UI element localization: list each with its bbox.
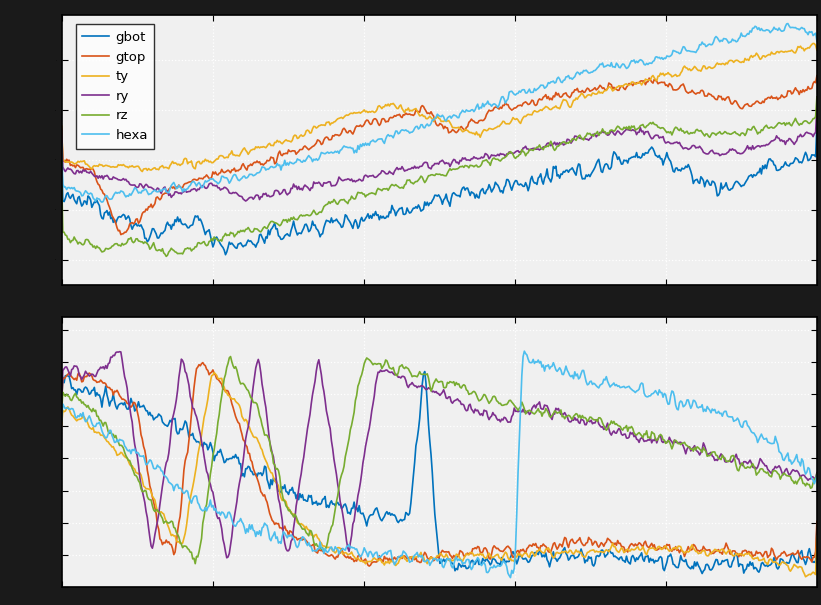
hexa	[812, 38, 821, 45]
ty	[808, 40, 818, 47]
ry	[252, 191, 262, 198]
gtop	[116, 231, 126, 238]
Line: gtop: gtop	[62, 76, 817, 235]
rz	[400, 182, 410, 189]
hexa	[191, 182, 201, 189]
Line: gbot: gbot	[62, 125, 817, 255]
ry	[57, 126, 67, 133]
hexa	[783, 20, 793, 27]
hexa	[97, 198, 107, 206]
rz	[562, 139, 572, 146]
ry	[562, 136, 572, 143]
hexa	[400, 127, 410, 134]
gbot	[400, 211, 410, 218]
gbot	[190, 212, 200, 220]
ty	[812, 47, 821, 54]
Line: ry: ry	[62, 106, 817, 201]
Legend: gbot, gtop, ty, ry, rz, hexa: gbot, gtop, ty, ry, rz, hexa	[76, 24, 154, 149]
ry	[812, 103, 821, 110]
hexa	[252, 169, 262, 177]
rz	[57, 171, 67, 178]
rz	[626, 122, 636, 129]
ty	[562, 99, 572, 106]
hexa	[626, 57, 636, 64]
ry	[190, 186, 200, 193]
gtop	[812, 72, 821, 79]
gbot	[221, 251, 231, 258]
hexa	[503, 96, 513, 103]
gtop	[503, 101, 513, 108]
gtop	[252, 157, 262, 165]
rz	[812, 93, 821, 100]
hexa	[57, 140, 67, 148]
Line: hexa: hexa	[62, 24, 817, 202]
gbot	[562, 166, 572, 174]
gbot	[626, 154, 636, 161]
gtop	[626, 80, 636, 87]
gbot	[503, 176, 513, 183]
Line: ty: ty	[62, 44, 817, 172]
gtop	[191, 177, 201, 184]
ty	[57, 122, 67, 129]
ty	[137, 168, 147, 175]
ty	[252, 144, 262, 151]
gtop	[400, 111, 410, 119]
gbot	[812, 122, 821, 129]
rz	[503, 150, 513, 157]
gbot	[57, 149, 67, 156]
ty	[503, 120, 513, 127]
gbot	[252, 240, 262, 247]
hexa	[562, 73, 572, 80]
gtop	[57, 123, 67, 130]
rz	[191, 243, 201, 250]
ry	[626, 127, 636, 134]
Line: rz: rz	[62, 97, 817, 257]
ry	[241, 197, 250, 204]
ty	[191, 159, 201, 166]
rz	[161, 253, 171, 260]
ry	[400, 168, 410, 175]
ty	[400, 109, 410, 116]
ty	[626, 79, 636, 86]
ry	[503, 151, 513, 158]
gtop	[562, 92, 572, 99]
rz	[252, 225, 262, 232]
